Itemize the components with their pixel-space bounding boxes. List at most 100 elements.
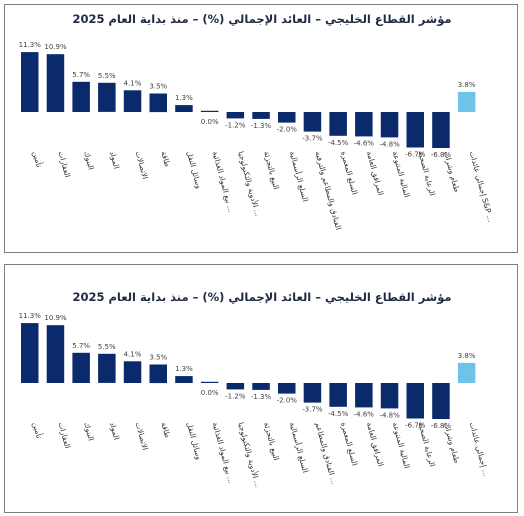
category-label: طعام وشراب: [442, 150, 462, 193]
value-label: -1.2%: [225, 121, 246, 129]
value-label: -4.5%: [328, 410, 349, 418]
bar-chart-bottom: مؤشر القطاع الخليجي – العائد الإجمالي (%…: [19, 290, 491, 489]
value-label: -4.6%: [354, 139, 375, 147]
value-label: 4.1%: [124, 350, 142, 358]
category-label: وسائل النقل: [185, 150, 204, 190]
value-label: 3.5%: [149, 354, 167, 362]
bar-7: [200, 110, 219, 112]
category-label: إجمالي عائدات S&P ...: [468, 150, 496, 223]
chart-panel-top: مؤشر القطاع الخليجي – العائد الإجمالي (%…: [4, 4, 518, 253]
value-label: 3.8%: [458, 81, 476, 89]
value-label: -4.8%: [379, 140, 400, 148]
category-label: تأمين: [31, 150, 45, 168]
category-label: المواد: [108, 421, 121, 441]
bar-14: [380, 383, 399, 409]
category-label: الأدوية والتكنولوجيا ...: [236, 421, 263, 489]
value-label: -1.2%: [225, 392, 246, 400]
category-label: السلع الرأسمالية: [288, 421, 311, 474]
bar-15: [406, 383, 424, 419]
category-label: طاقة: [159, 150, 172, 168]
bar-10: [278, 112, 296, 123]
category-label: البيع بالتجزئة: [262, 150, 281, 190]
category-label: الاتصالات: [134, 150, 150, 180]
category-label: العقارات: [57, 421, 73, 449]
category-label: البيع بالتجزئة: [262, 421, 281, 461]
bar-16: [432, 383, 450, 419]
category-label: المرافق العامة: [365, 150, 385, 196]
chart-title: مؤشر القطاع الخليجي – العائد الإجمالي (%…: [72, 12, 451, 27]
value-label: -1.3%: [251, 393, 272, 401]
value-label: 10.9%: [44, 314, 67, 322]
bar-1: [46, 54, 65, 112]
value-label: -3.7%: [302, 135, 323, 143]
bar-6: [175, 105, 193, 112]
value-label: 0.0%: [201, 118, 219, 126]
value-label: 4.1%: [124, 79, 142, 87]
bar-11: [303, 112, 322, 132]
category-label: المواد: [108, 150, 121, 170]
value-label: -6.8%: [431, 422, 452, 430]
bar-8: [226, 112, 245, 119]
bar-3: [98, 353, 116, 383]
bar-16: [432, 112, 450, 148]
bar-9: [252, 383, 270, 390]
category-label: بيع المواد الغذائية ...: [211, 150, 236, 213]
value-label: 1.3%: [175, 94, 193, 102]
bar-1: [46, 325, 65, 383]
category-label: السلع المعمرة: [339, 421, 359, 466]
bar-10: [278, 383, 296, 394]
bar-5: [149, 364, 167, 384]
value-label: -4.5%: [328, 139, 349, 147]
value-label: 1.3%: [175, 365, 193, 373]
bar-3: [98, 82, 116, 112]
bar-13: [355, 112, 373, 137]
bar-17: [457, 362, 476, 383]
value-label: -6.8%: [431, 151, 452, 159]
value-label: 3.5%: [149, 83, 167, 91]
category-label: بيع المواد الغذائية ...: [211, 421, 236, 484]
bar-2: [72, 81, 90, 112]
category-label: البنوك: [82, 150, 96, 171]
value-label: -6.7%: [405, 151, 426, 159]
category-label: البنوك: [82, 421, 96, 442]
category-label: العقارات: [57, 150, 73, 178]
bar-4: [123, 90, 142, 112]
category-label: السلع الرأسمالية: [288, 150, 311, 203]
bar-15: [406, 112, 424, 148]
bar-12: [329, 112, 347, 136]
value-label: -6.7%: [405, 422, 426, 430]
bar-chart-top: مؤشر القطاع الخليجي – العائد الإجمالي (%…: [19, 12, 496, 231]
category-label: الفنادق والمطاعم والترفيه: [313, 150, 343, 231]
bar-8: [226, 383, 245, 390]
category-label: المرافق العامة: [365, 421, 385, 467]
category-label: طعام وشراب: [442, 421, 462, 464]
bar-13: [355, 383, 373, 408]
value-label: 0.0%: [201, 389, 219, 397]
bar-17: [457, 91, 476, 112]
value-label: -3.7%: [302, 406, 323, 414]
bar-5: [149, 93, 167, 113]
value-label: 5.7%: [72, 71, 90, 79]
value-label: -2.0%: [277, 126, 298, 134]
category-label: الأدوية والتكنولوجيا ...: [236, 150, 263, 218]
value-label: 10.9%: [44, 43, 67, 51]
bar-0: [21, 52, 39, 112]
value-label: 11.3%: [19, 312, 42, 320]
category-label: السلع المعمرة: [339, 150, 359, 195]
bar-12: [329, 383, 347, 407]
chart-title: مؤشر القطاع الخليجي – العائد الإجمالي (%…: [72, 290, 451, 305]
value-label: 11.3%: [19, 41, 42, 49]
category-label: طاقة: [159, 421, 172, 439]
value-label: -2.0%: [277, 397, 298, 405]
value-label: 3.8%: [458, 352, 476, 360]
category-label: وسائل النقل: [185, 421, 204, 461]
bar-4: [123, 361, 142, 383]
value-label: -4.6%: [354, 410, 375, 418]
category-label: الاتصالات: [134, 421, 150, 451]
bar-2: [72, 352, 90, 383]
value-label: 5.7%: [72, 342, 90, 350]
value-label: 5.5%: [98, 72, 116, 80]
category-label: إجمالي عائدات ...: [468, 421, 491, 477]
value-label: -4.8%: [379, 411, 400, 419]
chart-panel-bottom: مؤشر القطاع الخليجي – العائد الإجمالي (%…: [4, 264, 518, 513]
